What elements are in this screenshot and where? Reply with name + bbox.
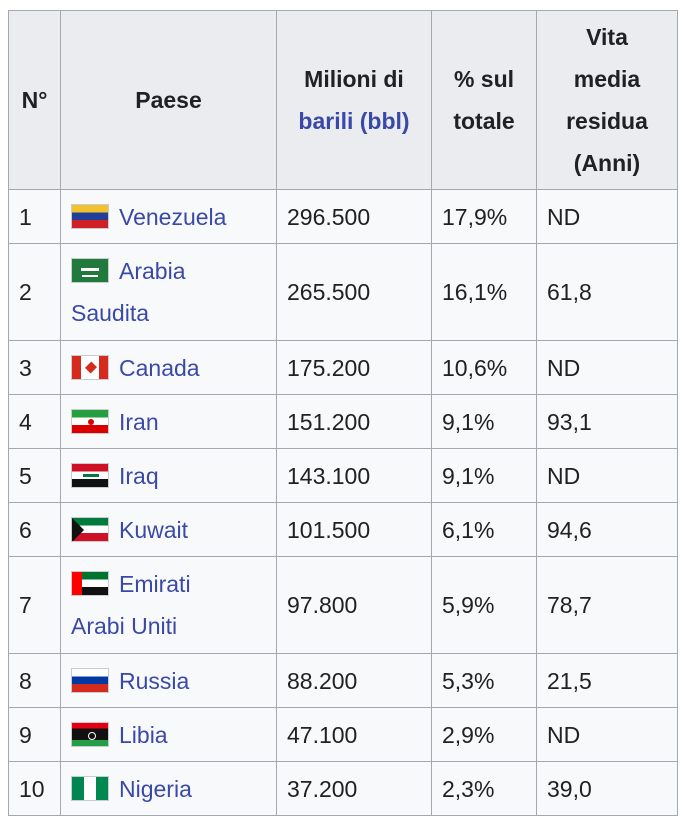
kuwait-flag-icon (71, 516, 109, 542)
table-row: 9 Libia 47.100 2,9% ND (8, 707, 678, 762)
cell-n: 2 (8, 243, 61, 341)
country-link-line2[interactable]: Saudita (71, 300, 150, 326)
cell-perc: 2,3% (431, 761, 537, 816)
cell-barili: 97.800 (276, 556, 432, 654)
cell-barili: 151.200 (276, 394, 432, 449)
cell-country: Libia (60, 707, 277, 762)
cell-n: 4 (8, 394, 61, 449)
table-row: 4 Iran 151.200 9,1% 93,1 (8, 394, 678, 449)
cell-perc: 9,1% (431, 448, 537, 503)
cell-vita: ND (536, 189, 678, 244)
country-link[interactable]: Kuwait (119, 516, 189, 543)
header-paese[interactable]: Paese (60, 10, 277, 190)
header-perc[interactable]: % sul totale (431, 10, 537, 190)
cell-country: Venezuela (60, 189, 277, 244)
country-link[interactable]: Venezuela (119, 203, 227, 230)
cell-n: 10 (8, 761, 61, 816)
cell-n: 3 (8, 340, 61, 395)
country-link-line2[interactable]: Arabi Uniti (71, 613, 178, 639)
cell-country: Canada (60, 340, 277, 395)
cell-vita: 93,1 (536, 394, 678, 449)
cell-country: Iran (60, 394, 277, 449)
cell-barili: 265.500 (276, 243, 432, 341)
russia-flag-icon (71, 667, 109, 693)
cell-barili: 296.500 (276, 189, 432, 244)
cell-vita: ND (536, 448, 678, 503)
cell-perc: 10,6% (431, 340, 537, 395)
header-milioni-text: Milioni di (304, 66, 404, 92)
saudi-arabia-flag-icon (71, 258, 109, 283)
country-link[interactable]: Arabia (119, 258, 186, 284)
table-row: 3 Canada 175.200 10,6% ND (8, 340, 678, 395)
cell-barili: 88.200 (276, 653, 432, 708)
canada-flag-icon (71, 354, 109, 380)
cell-country: Nigeria (60, 761, 277, 816)
table-row: 5 Iraq 143.100 9,1% ND (8, 448, 678, 503)
table-row: 6 Kuwait 101.500 6,1% 94,6 (8, 502, 678, 557)
header-vita[interactable]: Vita media residua (Anni) (536, 10, 678, 190)
cell-vita: 78,7 (536, 556, 678, 654)
cell-vita: ND (536, 340, 678, 395)
table-row: 2 Arabia Saudita 265.500 16,1% 61,8 (8, 243, 678, 341)
country-link[interactable]: Nigeria (119, 775, 192, 802)
table-row: 8 Russia 88.200 5,3% 21,5 (8, 653, 678, 708)
cell-country: Iraq (60, 448, 277, 503)
cell-n: 5 (8, 448, 61, 503)
cell-perc: 16,1% (431, 243, 537, 341)
cell-n: 8 (8, 653, 61, 708)
iraq-flag-icon (71, 462, 109, 488)
cell-n: 6 (8, 502, 61, 557)
reserves-table: N° Paese Milioni di barili (bbl) % sul t… (8, 10, 678, 816)
cell-perc: 6,1% (431, 502, 537, 557)
cell-perc: 9,1% (431, 394, 537, 449)
cell-perc: 5,3% (431, 653, 537, 708)
header-row: N° Paese Milioni di barili (bbl) % sul t… (8, 10, 678, 190)
cell-vita: 61,8 (536, 243, 678, 341)
country-link[interactable]: Canada (119, 354, 200, 381)
cell-n: 7 (8, 556, 61, 654)
barili-link[interactable]: barili (bbl) (298, 108, 410, 134)
cell-vita: 39,0 (536, 761, 678, 816)
cell-country: Arabia Saudita (60, 243, 277, 341)
header-n[interactable]: N° (8, 10, 61, 190)
cell-barili: 101.500 (276, 502, 432, 557)
cell-barili: 37.200 (276, 761, 432, 816)
cell-country: Kuwait (60, 502, 277, 557)
cell-perc: 17,9% (431, 189, 537, 244)
country-link[interactable]: Russia (119, 667, 190, 694)
cell-vita: 94,6 (536, 502, 678, 557)
cell-perc: 2,9% (431, 707, 537, 762)
cell-barili: 175.200 (276, 340, 432, 395)
table-row: 1 Venezuela 296.500 17,9% ND (8, 189, 678, 244)
cell-barili: 143.100 (276, 448, 432, 503)
cell-n: 9 (8, 707, 61, 762)
country-link[interactable]: Libia (119, 721, 168, 748)
nigeria-flag-icon (71, 775, 109, 801)
header-milioni[interactable]: Milioni di barili (bbl) (276, 10, 432, 190)
cell-n: 1 (8, 189, 61, 244)
cell-vita: ND (536, 707, 678, 762)
venezuela-flag-icon (71, 203, 109, 229)
uae-flag-icon (71, 571, 109, 596)
iran-flag-icon (71, 408, 109, 434)
cell-country: Russia (60, 653, 277, 708)
country-link[interactable]: Iran (119, 408, 159, 435)
cell-country: Emirati Arabi Uniti (60, 556, 277, 654)
cell-vita: 21,5 (536, 653, 678, 708)
country-link[interactable]: Iraq (119, 462, 159, 489)
libya-flag-icon (71, 721, 109, 747)
table-row: 7 Emirati Arabi Uniti 97.800 5,9% 78,7 (8, 556, 678, 654)
table-row: 10 Nigeria 37.200 2,3% 39,0 (8, 761, 678, 816)
country-link[interactable]: Emirati (119, 571, 191, 597)
cell-barili: 47.100 (276, 707, 432, 762)
cell-perc: 5,9% (431, 556, 537, 654)
